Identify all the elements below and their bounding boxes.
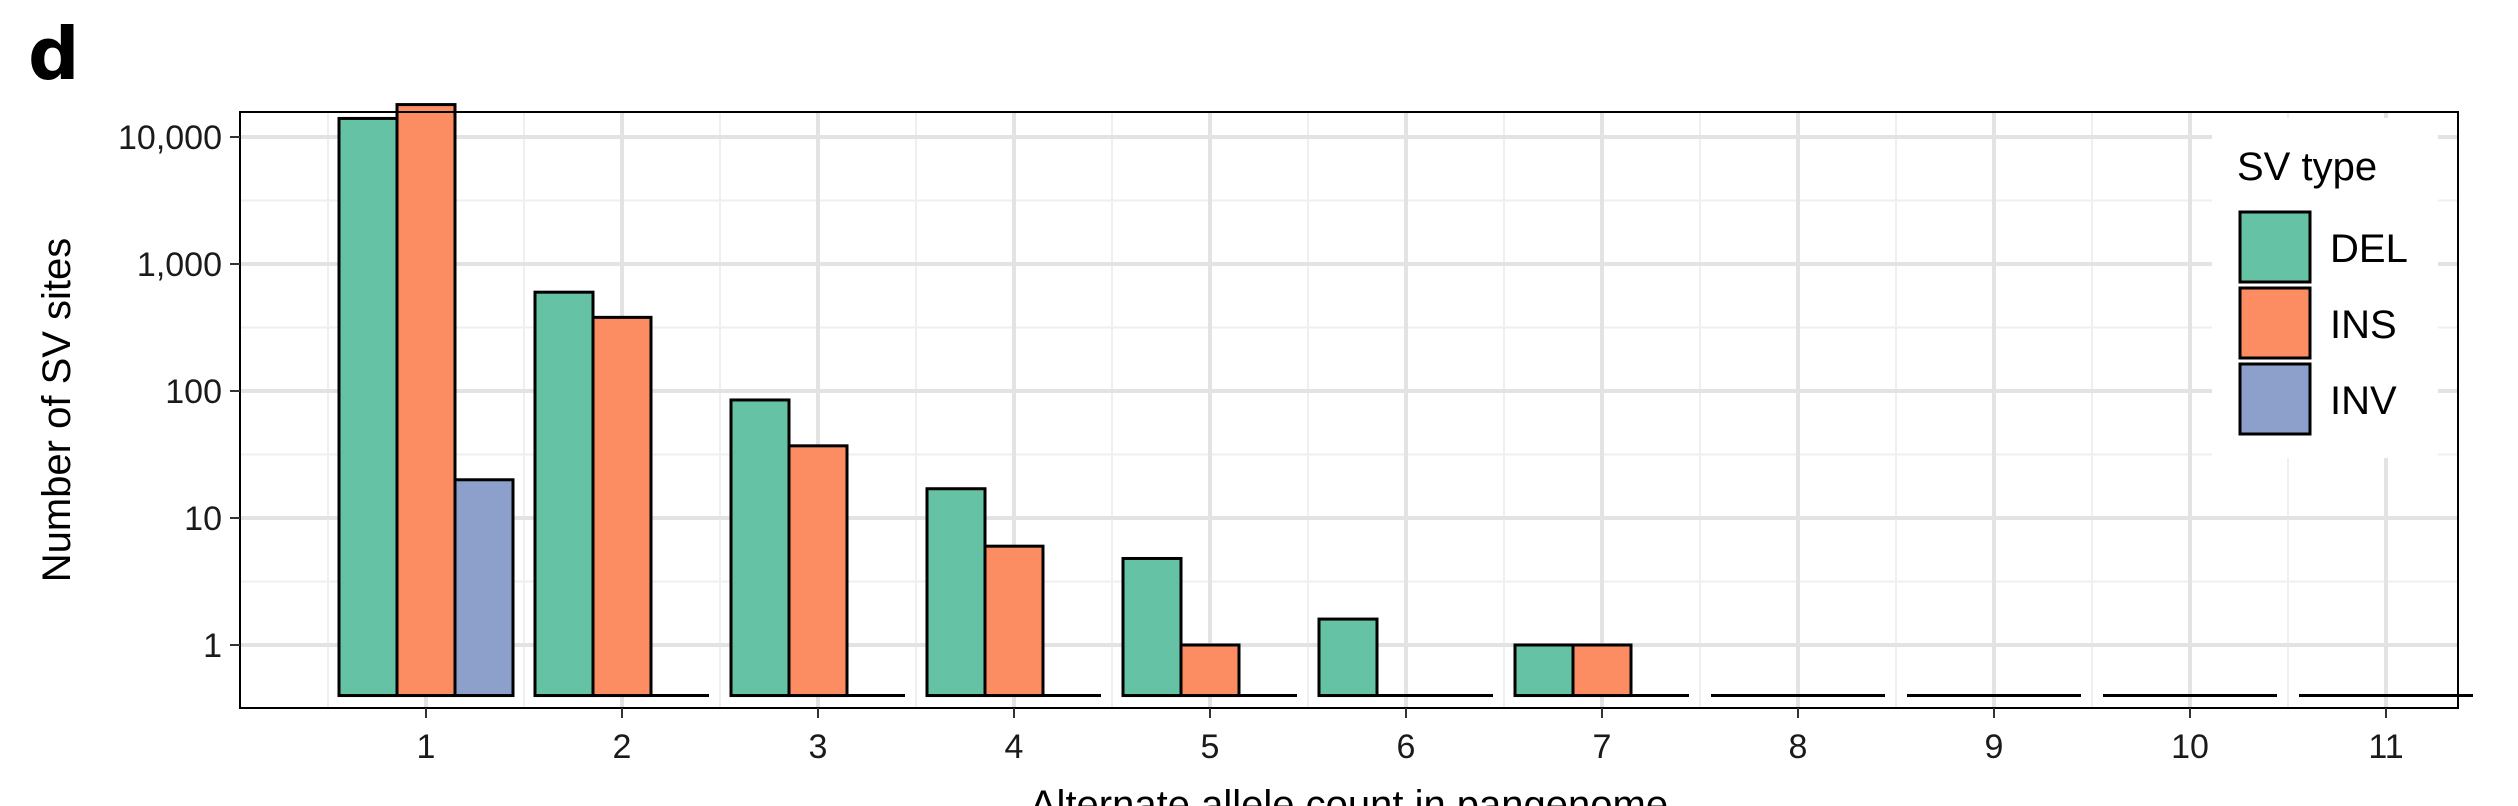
- y-axis-title: Number of SV sites: [35, 238, 79, 583]
- panel-label: d: [28, 12, 80, 96]
- bar-del: [1513, 643, 1575, 698]
- y-tick-label: 100: [165, 373, 222, 411]
- x-tick-label: 4: [1005, 728, 1024, 766]
- legend-label-ins: INS: [2330, 303, 2397, 347]
- x-tick-label: 2: [613, 728, 632, 766]
- x-tick-label: 7: [1593, 728, 1612, 766]
- bar-del: [729, 398, 791, 698]
- legend-swatch-inv: [2238, 362, 2312, 436]
- bar-ins: [1179, 643, 1241, 698]
- legend-label-inv: INV: [2330, 379, 2397, 423]
- bars: [337, 103, 2473, 698]
- x-tick-label: 6: [1397, 728, 1416, 766]
- legend: SV type DEL INS INV: [2212, 118, 2438, 458]
- bar-del: [337, 116, 399, 698]
- x-tick-label: 10: [2171, 728, 2209, 766]
- bar-ins: [787, 444, 849, 698]
- bar-ins: [591, 315, 653, 698]
- y-tick-label: 10: [184, 500, 222, 538]
- x-tick-label: 9: [1985, 728, 2004, 766]
- x-tick-label: 5: [1201, 728, 1220, 766]
- bar-del: [533, 290, 595, 698]
- bar-del: [925, 487, 987, 698]
- legend-swatch-ins: [2238, 286, 2312, 360]
- y-tick-label: 1,000: [137, 246, 222, 284]
- x-axis-title: Alternate allele count in pangenome: [1030, 783, 1668, 806]
- x-tick-label: 3: [809, 728, 828, 766]
- x-tick-label: 11: [2368, 728, 2403, 766]
- bar-ins: [983, 544, 1045, 698]
- legend-swatch-del: [2238, 210, 2312, 284]
- x-tick-label: 1: [417, 728, 436, 766]
- x-tick-label: 8: [1789, 728, 1808, 766]
- legend-title: SV type: [2237, 145, 2377, 189]
- y-tick-label: 10,000: [118, 119, 222, 157]
- plot-frame: [239, 111, 2459, 709]
- bar-inv: [453, 478, 515, 698]
- y-tick-label: 1: [203, 627, 222, 665]
- bar-ins: [1571, 643, 1633, 698]
- bar-del: [1121, 556, 1183, 698]
- bar-ins: [395, 103, 457, 698]
- legend-label-del: DEL: [2330, 227, 2408, 271]
- bar-del: [1317, 617, 1379, 698]
